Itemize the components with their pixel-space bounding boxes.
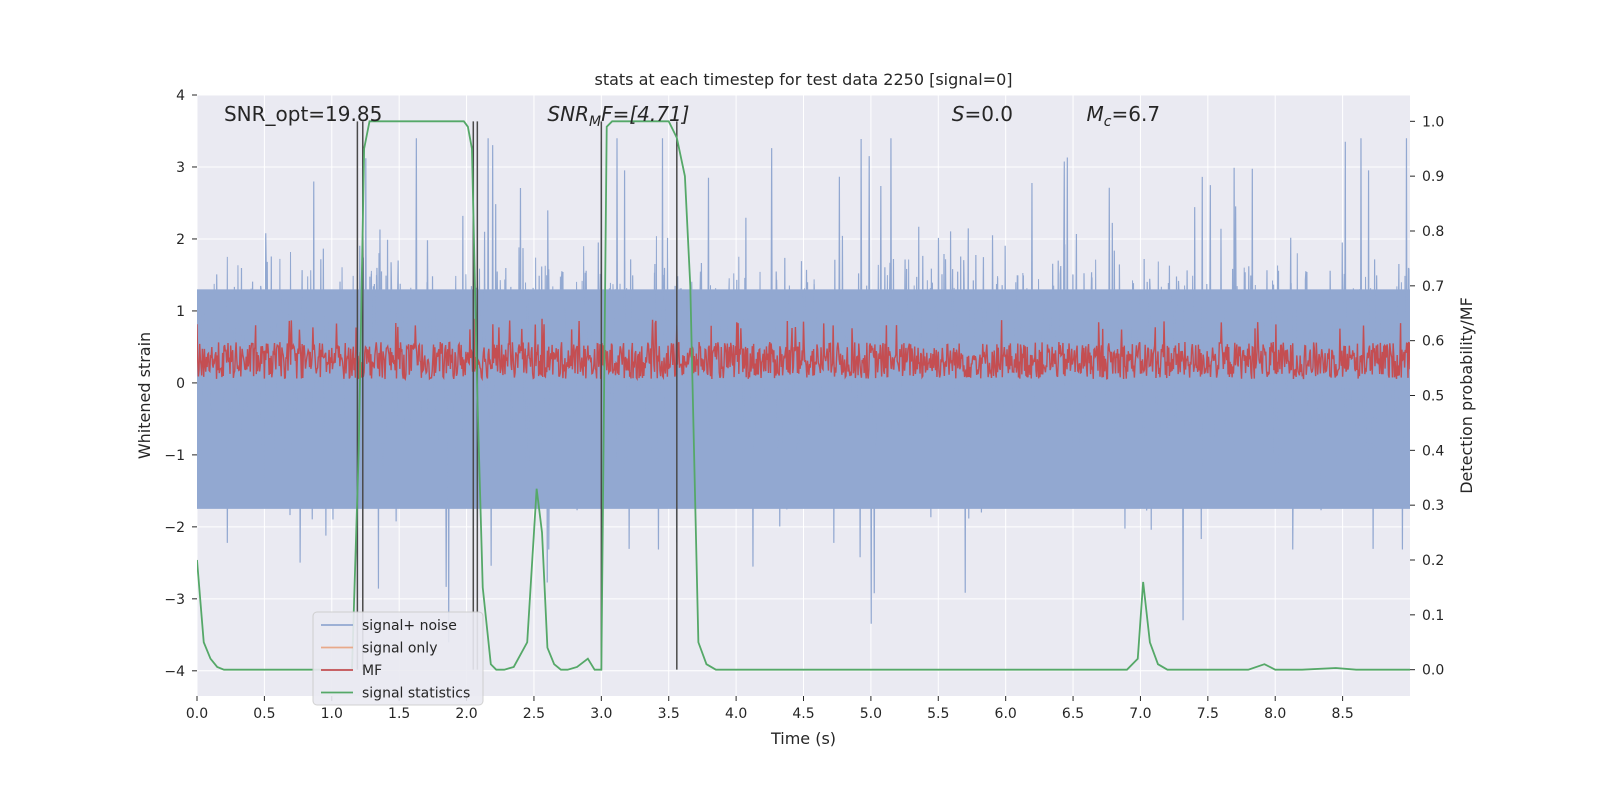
- y-tick-label: −1: [164, 448, 185, 464]
- y-tick-label: 3: [176, 160, 185, 176]
- mc-annotation: Mc=6.7: [1087, 102, 1161, 130]
- x-tick-label: 3.5: [658, 706, 680, 722]
- y-right-tick-label: 0.8: [1422, 224, 1444, 240]
- mc-sub: c: [1104, 114, 1112, 130]
- s-annotation: S=0.0: [952, 102, 1013, 126]
- data-layer: [197, 120, 1410, 671]
- s-base: S: [952, 102, 965, 126]
- x-axis-label: Time (s): [770, 729, 836, 748]
- y-right-tick-label: 0.5: [1422, 389, 1444, 405]
- snr-mf-rest: F=[4.71]: [601, 102, 689, 126]
- y-tick-label: 1: [176, 304, 185, 320]
- x-tick-label: 0.0: [186, 706, 208, 722]
- y-right-tick-label: 0.1: [1422, 608, 1444, 624]
- legend-label: signal only: [362, 641, 437, 657]
- y-tick-label: 4: [176, 88, 185, 104]
- snr-mf-annotation: SNRMF=[4.71]: [547, 102, 689, 130]
- x-tick-label: 8.5: [1331, 706, 1353, 722]
- snr-opt-annotation: SNR_opt=19.85: [224, 102, 382, 126]
- y-tick-label: −4: [164, 664, 185, 680]
- y-tick-label: 2: [176, 232, 185, 248]
- x-tick-label: 4.5: [792, 706, 814, 722]
- y-axis-label: Whitened strain: [135, 332, 154, 459]
- y-tick-label: −2: [164, 520, 185, 536]
- y-right-tick-label: 0.4: [1422, 443, 1444, 459]
- legend-box: [312, 611, 484, 706]
- legend-label: signal+ noise: [362, 618, 457, 634]
- y-right-tick-label: 0.9: [1422, 169, 1444, 185]
- x-tick-label: 6.5: [1062, 706, 1084, 722]
- legend-label: signal statistics: [362, 686, 470, 702]
- x-tick-label: 3.0: [590, 706, 612, 722]
- y-tick-label: 0: [176, 376, 185, 392]
- mc-rest: =6.7: [1112, 102, 1161, 126]
- x-tick-label: 7.0: [1129, 706, 1151, 722]
- y-axis-right-label: Detection probability/MF: [1457, 297, 1476, 494]
- series-signal-statistics: [197, 120, 1410, 671]
- x-tick-label: 4.0: [725, 706, 747, 722]
- s-rest: =0.0: [964, 102, 1013, 126]
- y-right-tick-label: 0.2: [1422, 553, 1444, 569]
- snr-mf-base: SNR: [547, 102, 589, 126]
- x-tick-label: 8.0: [1264, 706, 1286, 722]
- y-right-tick-label: 0.7: [1422, 279, 1444, 295]
- snr-mf-sub: M: [589, 114, 601, 130]
- y-right-tick-label: 0.0: [1422, 663, 1444, 679]
- x-tick-label: 5.0: [860, 706, 882, 722]
- y-right-tick-label: 1.0: [1422, 114, 1444, 130]
- mc-base: M: [1087, 102, 1104, 126]
- x-tick-label: 7.5: [1197, 706, 1219, 722]
- chart-title: stats at each timestep for test data 225…: [594, 70, 1012, 89]
- legend: signal+ noise signal only MF signal statist…: [312, 611, 484, 706]
- y-tick-label: −3: [164, 592, 185, 608]
- y-right-tick-label: 0.6: [1422, 334, 1444, 350]
- x-tick-label: 1.0: [321, 706, 343, 722]
- x-tick-label: 2.5: [523, 706, 545, 722]
- legend-label: MF: [362, 663, 382, 679]
- x-tick-label: 0.5: [253, 706, 275, 722]
- clipped-data: [197, 120, 1410, 671]
- x-tick-label: 1.5: [388, 706, 410, 722]
- x-tick-label: 6.0: [995, 706, 1017, 722]
- x-tick-label: 2.0: [455, 706, 477, 722]
- x-tick-label: 5.5: [927, 706, 949, 722]
- series-mf: [197, 318, 1410, 382]
- y-right-tick-label: 0.3: [1422, 498, 1444, 514]
- axes: 0.0 0.5 1.0 1.5 2.0 2.5 3.0 3.5 4.0 4.5 5.0 5.5 6.0 6…: [164, 88, 1444, 722]
